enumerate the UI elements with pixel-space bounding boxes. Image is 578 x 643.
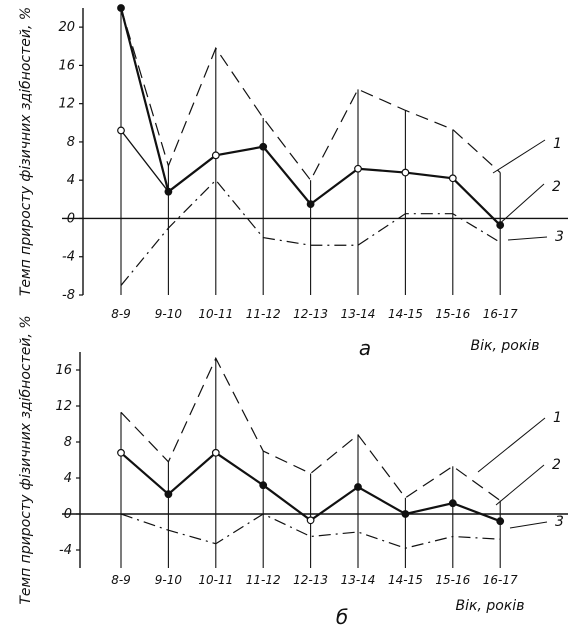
- x-tick-label: 8-9: [111, 307, 131, 321]
- x-tick-label: 9-10: [155, 573, 183, 587]
- y-tick-label: 16: [58, 58, 75, 73]
- series-2-point: [401, 168, 410, 177]
- series-2-point: [259, 142, 268, 151]
- series-3-line: [120, 513, 501, 549]
- series-3-label: 3: [555, 229, 564, 245]
- x-tick-label: 10-11: [198, 307, 233, 321]
- x-tick-label: 12-13: [293, 573, 328, 587]
- y-tick-label: 4: [64, 471, 72, 486]
- chart-panel-b: 1612840-48-99-1010-1111-1212-1313-1414-1…: [18, 315, 568, 629]
- series-2-branch-line: [120, 130, 169, 193]
- x-tick-label: 15-16: [435, 573, 470, 587]
- series-1-label: 1: [553, 410, 562, 426]
- series-3-line: [120, 179, 501, 286]
- panel-label: б: [336, 605, 348, 629]
- y-tick-label: 8: [67, 135, 75, 150]
- x-axis-label: Вік, років: [456, 598, 525, 614]
- series-2-point: [211, 448, 220, 457]
- y-tick-label: -4: [59, 543, 72, 558]
- series-2-point: [448, 499, 457, 508]
- series-2-point: [117, 448, 125, 457]
- y-axis-label: Темп приросту фізичних здібностей, %: [18, 315, 34, 604]
- x-axis-label: Вік, років: [471, 338, 540, 354]
- series-2-label: 2: [552, 457, 561, 473]
- series-2-point: [496, 517, 505, 526]
- series-3-leader: [507, 236, 548, 241]
- x-tick-label: 11-12: [246, 307, 281, 321]
- y-tick-label: 12: [55, 399, 72, 414]
- series-1-line: [120, 7, 501, 182]
- chart-panel-a: 201612840-4-88-99-1010-1111-1212-1313-14…: [18, 4, 568, 360]
- series-1-leader: [492, 139, 546, 174]
- series-1-label: 1: [553, 136, 562, 152]
- series-3-label: 3: [555, 514, 564, 530]
- series-2-point: [354, 164, 362, 173]
- x-tick-label: 14-15: [388, 307, 423, 321]
- y-axis-label: Темп приросту фізичних здібностей, %: [18, 7, 34, 296]
- series-2-point: [211, 151, 220, 160]
- x-tick-label: 13-14: [341, 307, 376, 321]
- x-tick-label: 16-17: [483, 307, 518, 321]
- y-tick-label: -4: [62, 250, 75, 265]
- series-1-leader: [477, 417, 546, 473]
- series-2-point: [164, 490, 173, 499]
- y-tick-label: 20: [58, 20, 75, 35]
- x-tick-label: 15-16: [435, 307, 470, 321]
- series-2-point: [117, 4, 125, 12]
- series-2-point: [448, 174, 457, 183]
- series-2-point: [401, 510, 410, 518]
- series-2-point: [306, 200, 315, 209]
- x-tick-label: 9-10: [155, 307, 183, 321]
- y-tick-label: 4: [67, 173, 75, 188]
- series-3-leader: [509, 521, 548, 529]
- y-tick-label: 12: [58, 97, 75, 112]
- series-2-leader: [496, 183, 545, 227]
- series-2-hollow-point: [117, 126, 125, 135]
- y-tick-label: -8: [62, 288, 75, 303]
- series-2-label: 2: [552, 179, 561, 195]
- series-1-line: [120, 356, 501, 501]
- panel-label: а: [359, 336, 371, 360]
- series-2-point: [306, 516, 315, 525]
- series-2-leader: [495, 464, 545, 506]
- series-2-point: [354, 483, 362, 491]
- series-2-point: [496, 221, 505, 230]
- x-tick-label: 11-12: [246, 573, 281, 587]
- x-tick-label: 12-13: [293, 307, 328, 321]
- y-tick-label: 8: [64, 435, 72, 450]
- x-tick-label: 14-15: [388, 573, 423, 587]
- y-tick-label: 16: [55, 363, 72, 378]
- x-tick-label: 13-14: [341, 573, 376, 587]
- x-tick-label: 10-11: [198, 573, 233, 587]
- series-2-point: [259, 481, 268, 490]
- x-tick-label: 16-17: [483, 573, 518, 587]
- x-tick-label: 8-9: [111, 573, 131, 587]
